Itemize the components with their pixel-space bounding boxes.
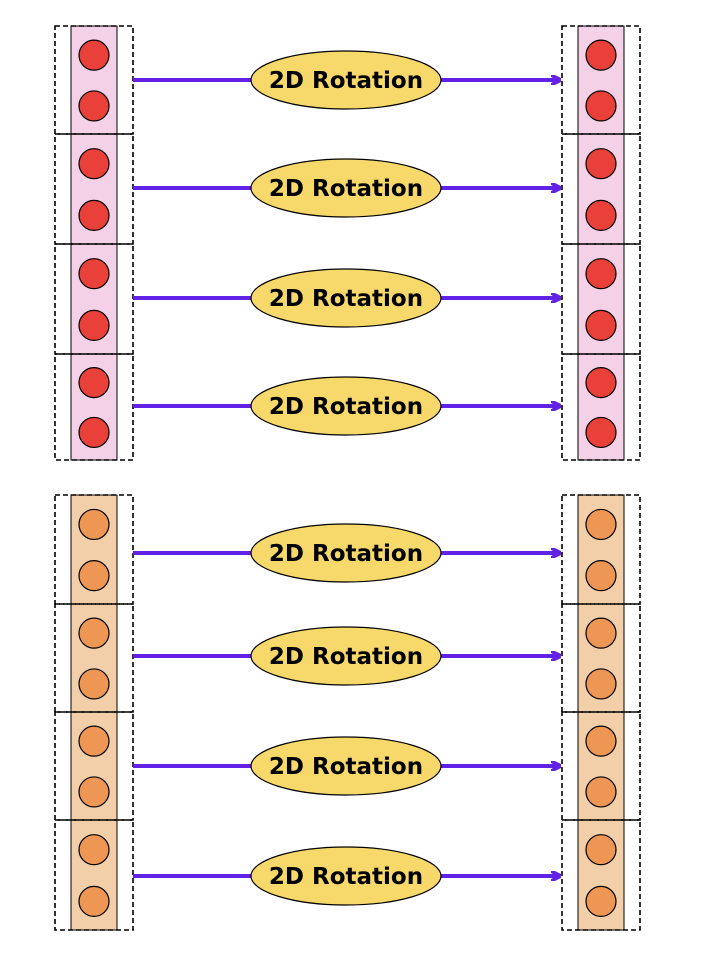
rotation-row: 2D Rotation <box>54 243 641 355</box>
rotation-label: 2D Rotation <box>269 864 423 890</box>
output-pair-box <box>561 133 641 245</box>
input-element-circle <box>78 834 110 866</box>
rotation-ellipse <box>250 523 442 583</box>
rotation-ellipse <box>250 626 442 686</box>
input-element-circle <box>78 258 110 290</box>
rotation-ellipse <box>250 268 442 328</box>
input-element-circle <box>78 725 110 757</box>
input-element-circle <box>78 416 110 449</box>
rotation-label: 2D Rotation <box>269 68 423 94</box>
output-element-circle <box>585 776 617 808</box>
output-element-circle <box>585 309 617 341</box>
rotation-ellipse <box>250 158 442 218</box>
output-element-circle <box>585 834 617 866</box>
rotation-label: 2D Rotation <box>269 176 423 202</box>
group-2: 2D Rotation 2D Rotation 2D Rotation 2D Rota… <box>54 494 641 931</box>
rotation-ellipse <box>250 736 442 796</box>
input-element-circle <box>78 309 110 341</box>
output-element-circle <box>585 885 617 918</box>
rotation-row: 2D Rotation <box>54 494 641 605</box>
output-pair-box <box>561 353 641 461</box>
input-element-circle <box>78 668 110 700</box>
input-element-circle <box>78 885 110 918</box>
output-element-circle <box>585 39 617 71</box>
rotation-row: 2D Rotation <box>54 25 641 135</box>
input-element-circle <box>78 560 110 592</box>
output-element-circle <box>585 725 617 757</box>
rotation-row: 2D Rotation <box>54 353 641 461</box>
rotation-ellipse <box>250 376 442 436</box>
output-element-circle <box>585 416 617 449</box>
rotation-row: 2D Rotation <box>54 711 641 821</box>
output-pair-box <box>561 819 641 931</box>
input-element-circle <box>78 617 110 649</box>
output-element-circle <box>585 617 617 649</box>
output-element-circle <box>585 199 617 231</box>
rotation-row: 2D Rotation <box>54 133 641 245</box>
output-element-circle <box>585 258 617 290</box>
input-element-circle <box>78 199 110 231</box>
input-element-circle <box>78 148 110 180</box>
rotation-row: 2D Rotation <box>54 819 641 931</box>
output-pair-box <box>561 711 641 821</box>
rotation-label: 2D Rotation <box>269 541 423 567</box>
input-element-circle <box>78 367 110 399</box>
input-element-circle <box>78 90 110 122</box>
rotation-label: 2D Rotation <box>269 394 423 420</box>
rotation-ellipse <box>250 846 442 906</box>
output-element-circle <box>585 148 617 180</box>
output-element-circle <box>585 668 617 700</box>
output-pair-box <box>561 603 641 713</box>
input-element-circle <box>78 776 110 808</box>
rotation-label: 2D Rotation <box>269 644 423 670</box>
rotation-label: 2D Rotation <box>269 286 423 312</box>
output-pair-box <box>561 494 641 605</box>
input-pair-box <box>54 494 134 605</box>
input-element-circle <box>78 508 110 541</box>
input-element-circle <box>78 39 110 71</box>
rotation-label: 2D Rotation <box>269 754 423 780</box>
output-element-circle <box>585 560 617 592</box>
output-element-circle <box>585 367 617 399</box>
group-1: 2D Rotation 2D Rotation 2D Rotation 2D Rota… <box>54 25 641 461</box>
output-pair-box <box>561 25 641 135</box>
output-element-circle <box>585 508 617 541</box>
output-element-circle <box>585 90 617 122</box>
output-pair-box <box>561 243 641 355</box>
rotation-ellipse <box>250 50 442 110</box>
rotation-row: 2D Rotation <box>54 603 641 713</box>
